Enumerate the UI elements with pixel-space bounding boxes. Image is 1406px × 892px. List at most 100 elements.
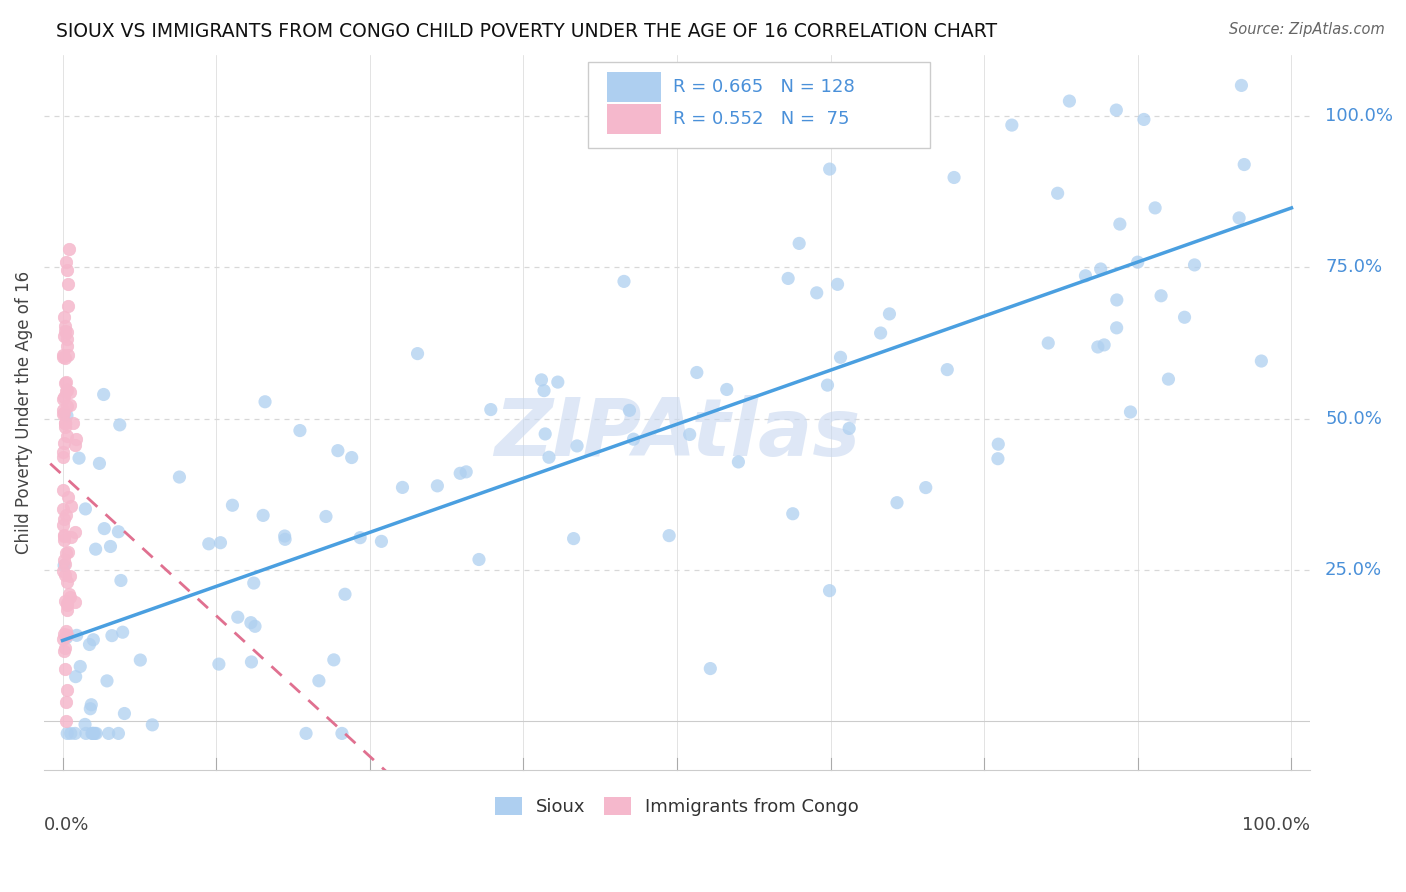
Point	[55, 624, 77, 638]
Point	[1105, 293, 1128, 307]
Point	[73, 717, 96, 731]
Point	[62, 416, 84, 430]
Point	[58, 545, 80, 559]
Point	[53, 328, 76, 343]
Point	[111, 625, 134, 640]
Point	[221, 498, 243, 512]
Point	[308, 673, 330, 688]
Point	[914, 481, 936, 495]
Point	[60, 499, 83, 513]
Point	[52, 552, 75, 566]
Point	[686, 366, 709, 380]
Point	[56, 399, 79, 413]
Point	[273, 529, 295, 543]
Point	[56, 409, 79, 423]
Point	[59, 569, 82, 583]
Point	[315, 509, 337, 524]
Point	[727, 455, 749, 469]
Point	[63, 726, 86, 740]
Point	[69, 659, 91, 673]
Point	[55, 255, 77, 269]
Point	[55, 557, 77, 571]
Point	[55, 546, 77, 560]
Text: R = 0.552   N =  75: R = 0.552 N = 75	[673, 111, 849, 128]
Point	[84, 542, 107, 557]
Point	[112, 706, 135, 721]
Text: 25.0%: 25.0%	[1324, 561, 1382, 579]
Text: SIOUX VS IMMIGRANTS FROM CONGO CHILD POVERTY UNDER THE AGE OF 16 CORRELATION CHA: SIOUX VS IMMIGRANTS FROM CONGO CHILD POV…	[56, 22, 997, 41]
Point	[340, 450, 363, 465]
Point	[52, 403, 75, 417]
Text: 0.0%: 0.0%	[44, 816, 90, 834]
Point	[787, 236, 810, 251]
Point	[406, 346, 429, 360]
Point	[53, 626, 76, 640]
Point	[65, 670, 87, 684]
Point	[208, 657, 231, 672]
Point	[82, 726, 104, 740]
Point	[1227, 211, 1250, 225]
Point	[79, 638, 101, 652]
Point	[198, 537, 221, 551]
Point	[82, 726, 104, 740]
Point	[53, 662, 76, 676]
Point	[55, 602, 77, 616]
Point	[1090, 262, 1112, 277]
Point	[55, 263, 77, 277]
Point	[288, 424, 311, 438]
Point	[65, 524, 87, 539]
Point	[613, 274, 636, 288]
Point	[426, 479, 449, 493]
Point	[55, 376, 77, 391]
Point	[52, 450, 75, 465]
Legend: Sioux, Immigrants from Congo: Sioux, Immigrants from Congo	[489, 792, 865, 822]
Point	[52, 644, 75, 658]
Point	[58, 587, 80, 601]
Point	[370, 534, 392, 549]
Point	[55, 416, 77, 430]
Point	[56, 429, 79, 443]
Point	[987, 437, 1010, 451]
Point	[59, 726, 82, 740]
Point	[66, 628, 89, 642]
Point	[52, 392, 75, 406]
Point	[330, 726, 353, 740]
Point	[169, 470, 191, 484]
Point	[52, 435, 75, 450]
Point	[1001, 118, 1024, 132]
Point	[141, 718, 163, 732]
Point	[1059, 94, 1081, 108]
Point	[100, 540, 122, 554]
Point	[101, 629, 124, 643]
Text: R = 0.665   N = 128: R = 0.665 N = 128	[673, 78, 855, 95]
Point	[53, 641, 76, 656]
Point	[943, 170, 966, 185]
Point	[52, 407, 75, 421]
Point	[56, 596, 79, 610]
Point	[869, 326, 891, 340]
Point	[1092, 338, 1115, 352]
Point	[226, 610, 249, 624]
Point	[818, 583, 841, 598]
Point	[84, 726, 107, 740]
Point	[565, 439, 588, 453]
Point	[1126, 255, 1149, 269]
Point	[239, 615, 262, 630]
FancyBboxPatch shape	[588, 62, 931, 148]
Point	[83, 726, 105, 740]
Point	[274, 533, 297, 547]
Point	[96, 673, 118, 688]
Point	[56, 299, 79, 313]
Point	[52, 502, 75, 516]
FancyBboxPatch shape	[607, 71, 661, 102]
Point	[80, 698, 103, 712]
Point	[326, 443, 349, 458]
Point	[1230, 78, 1253, 93]
Point	[479, 402, 502, 417]
Point	[1157, 372, 1180, 386]
Point	[468, 552, 491, 566]
Point	[108, 417, 131, 432]
Point	[93, 387, 115, 401]
Point	[53, 528, 76, 542]
Point	[93, 522, 115, 536]
